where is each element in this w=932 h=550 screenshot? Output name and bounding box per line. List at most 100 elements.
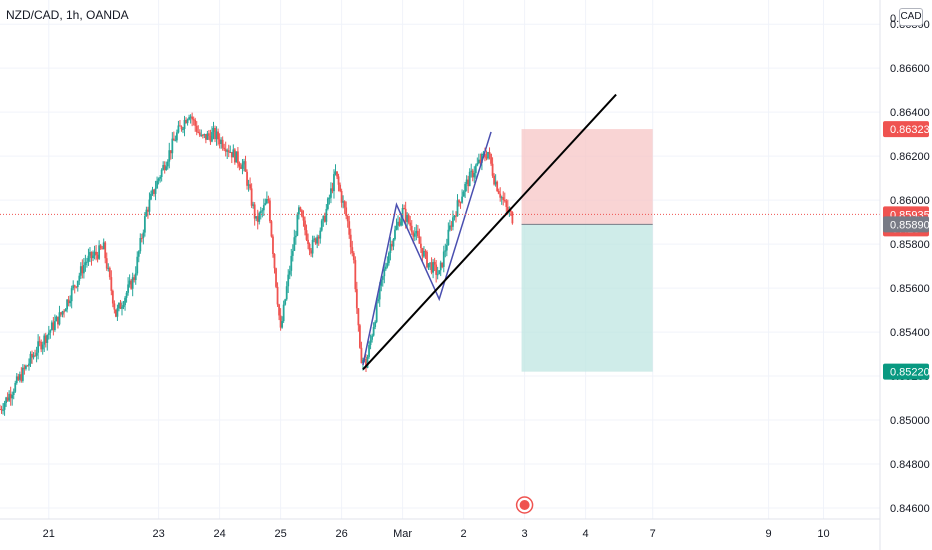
currency-button[interactable]: CAD <box>899 8 923 26</box>
candle-body <box>212 127 215 133</box>
x-tick-label: 9 <box>766 528 772 540</box>
candle-body <box>108 267 111 278</box>
candle-body <box>258 213 261 222</box>
candle-body <box>496 181 499 192</box>
candle-body <box>499 193 502 198</box>
candle-body <box>337 176 340 185</box>
candle-body <box>429 262 431 264</box>
candle-body <box>339 184 341 191</box>
candle-body <box>192 119 195 121</box>
candle-body <box>401 207 404 219</box>
candle-body <box>14 382 17 392</box>
candle-body <box>296 214 299 236</box>
candle-body <box>58 312 61 325</box>
candle-body <box>200 134 203 136</box>
candle-body <box>240 166 242 169</box>
candle-body <box>101 248 104 250</box>
candle-body <box>389 243 392 253</box>
candle-body <box>326 198 329 209</box>
candle-body <box>372 327 375 336</box>
candle-body <box>217 131 219 140</box>
candle-body <box>128 280 131 285</box>
candle-body <box>276 286 279 305</box>
candle-body <box>209 135 212 142</box>
candle-body <box>3 403 6 410</box>
candle-body <box>73 285 76 287</box>
candle-body <box>381 276 384 280</box>
candle-body <box>308 243 311 251</box>
candle-body <box>92 255 94 259</box>
candle-body <box>21 367 24 381</box>
candle-body <box>374 321 377 328</box>
candle-body <box>503 200 506 202</box>
candle-body <box>35 352 38 356</box>
candle-body <box>241 164 244 169</box>
candle-body <box>96 254 99 259</box>
candle-body <box>343 201 346 208</box>
candle-body <box>369 339 372 346</box>
candle-body <box>26 365 29 367</box>
candle-body <box>183 119 186 130</box>
candle-body <box>137 251 140 257</box>
candle-body <box>279 315 282 328</box>
candle-body <box>497 191 500 194</box>
candle-body <box>215 131 218 140</box>
candle-body <box>485 157 488 159</box>
candle-body <box>182 129 184 131</box>
candle-body <box>198 132 201 136</box>
candle-body <box>304 220 306 231</box>
candle-body <box>473 173 476 178</box>
candle-body <box>75 286 78 288</box>
candle-body <box>391 243 393 247</box>
y-tick-label: 0.86200 <box>890 151 930 163</box>
candle-body <box>285 286 288 300</box>
candle-body <box>249 184 251 189</box>
candle-body <box>261 210 264 212</box>
candle-body <box>273 253 276 269</box>
candle-body <box>481 154 483 163</box>
candle-body <box>413 233 416 237</box>
candle-body <box>197 131 200 133</box>
candle-body <box>119 302 122 309</box>
candle-body <box>172 138 175 141</box>
take-profit-zone <box>521 224 653 372</box>
y-tick-label: 0.85400 <box>890 327 930 339</box>
candle-body <box>334 171 337 175</box>
candle-body <box>352 253 355 261</box>
candle-body <box>464 184 467 192</box>
candle-body <box>110 277 113 291</box>
candle-body <box>43 335 46 345</box>
x-tick-label: 26 <box>335 528 347 540</box>
candle-body <box>28 363 30 366</box>
candle-body <box>336 171 338 177</box>
candle-body <box>333 174 335 192</box>
candle-body <box>79 266 82 276</box>
candle-body <box>201 134 204 136</box>
candle-body <box>52 322 55 331</box>
candle-body <box>500 197 503 199</box>
candle-body <box>342 201 345 203</box>
candle-body <box>272 236 274 254</box>
candle-body <box>64 309 67 312</box>
candle-body <box>461 196 463 203</box>
candle-body <box>360 347 363 364</box>
candle-body <box>8 393 11 401</box>
candle-body <box>145 209 148 217</box>
candle-body <box>223 147 226 150</box>
candle-body <box>467 179 470 187</box>
candle-body <box>442 251 445 267</box>
candle-body <box>423 250 425 257</box>
candle-body <box>302 216 305 221</box>
candle-body <box>288 270 291 275</box>
candle-body <box>357 308 360 326</box>
candle-body <box>348 221 351 235</box>
candle-body <box>436 274 439 276</box>
candle-body <box>60 312 62 315</box>
candle-body <box>505 200 508 207</box>
candle-body <box>418 236 421 244</box>
candle-body <box>156 180 158 189</box>
x-tick-label: 2 <box>461 528 467 540</box>
candle-body <box>130 280 133 289</box>
candle-body <box>430 262 433 273</box>
